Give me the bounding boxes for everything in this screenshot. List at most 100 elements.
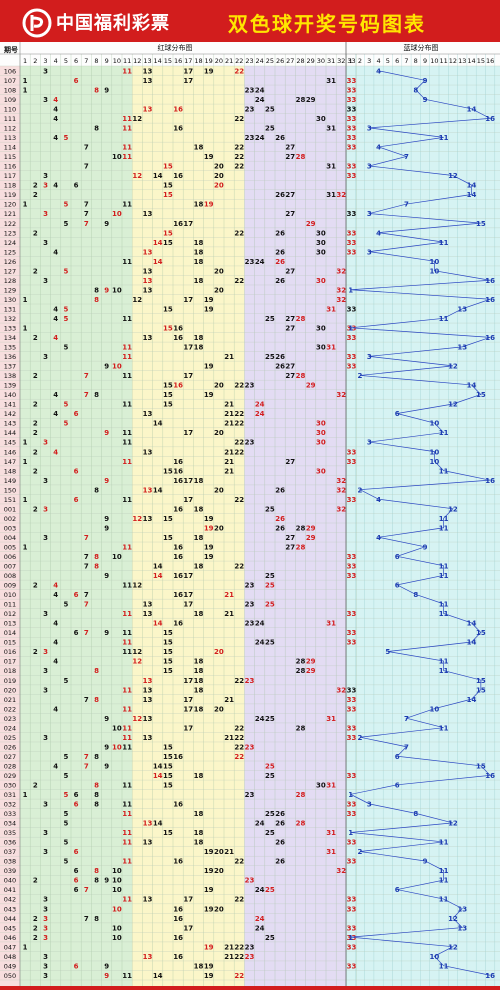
blue-ball-number: 9 — [423, 96, 428, 104]
blue-ball-number: 14 — [467, 639, 477, 647]
red-ball-number: 11 — [122, 724, 132, 732]
red-ball-number: 18 — [194, 677, 204, 685]
blue-ball-number: 3 — [367, 248, 372, 256]
red-ball-number: 1 — [23, 439, 28, 447]
red-ball-number: 11 — [122, 648, 132, 656]
red-ball-number: 6 — [74, 591, 79, 599]
red-ball-number: 17 — [183, 496, 193, 504]
blue-ball-number: 11 — [439, 467, 449, 475]
red-ball-number: 24 — [255, 715, 265, 723]
red-ball-number: 2 — [33, 229, 38, 237]
blue-ball-number: 15 — [476, 629, 486, 637]
red-ball-number: 17 — [183, 67, 193, 75]
blue-column-header: 7 — [404, 57, 408, 65]
red-ball-number: 4 — [53, 315, 58, 323]
red-ball-number: 11 — [122, 686, 132, 694]
period-label: 002 — [4, 515, 16, 523]
red-ball-number: 15 — [163, 305, 173, 313]
red-ball-number: 16 — [173, 125, 183, 133]
red-ball-number: 2 — [33, 191, 38, 199]
red-ball-number: 21 — [224, 696, 234, 704]
red-ball-number: 30 — [316, 324, 326, 332]
period-label: 034 — [4, 820, 16, 828]
period-label: 006 — [4, 553, 16, 561]
red-ball-number: 15 — [163, 382, 173, 390]
period-label: 007 — [4, 563, 16, 571]
red-ball-number: 32 — [336, 486, 346, 494]
blue-ball-number: 6 — [395, 410, 400, 418]
red-ball-number: 4 — [53, 582, 58, 590]
red-ball-number: 18 — [194, 477, 204, 485]
red-ball-number: 21 — [224, 401, 234, 409]
period-label: 135 — [4, 344, 16, 352]
red-ball-number: 30 — [316, 439, 326, 447]
period-label: 112 — [4, 125, 16, 133]
period-label: 137 — [4, 363, 16, 371]
red-ball-number: 4 — [53, 410, 58, 418]
red-ball-number: 11 — [122, 810, 132, 818]
period-label: 047 — [4, 943, 16, 951]
red-ball-number: 19 — [204, 67, 214, 75]
period-label: 139 — [4, 382, 16, 390]
red-column-header: 17 — [184, 57, 192, 65]
red-ball-number: 19 — [204, 867, 214, 875]
red-ball-number: 20 — [214, 382, 224, 390]
red-ball-number: 9 — [104, 429, 109, 437]
red-ball-number: 18 — [194, 772, 204, 780]
page-title: 双色球开奖号码图表 — [228, 12, 426, 36]
red-ball-number: 16 — [173, 801, 183, 809]
blue-ball-number: 4 — [376, 144, 381, 152]
period-label: 151 — [4, 496, 16, 504]
red-ball-number: 7 — [84, 372, 89, 380]
red-ball-number: 29 — [306, 220, 316, 228]
period-label: 126 — [4, 258, 16, 266]
red-ball-number: 16 — [173, 334, 183, 342]
red-ball-number: 3 — [43, 962, 48, 970]
red-ball-number: 11 — [122, 496, 132, 504]
red-ball-number: 13 — [143, 715, 153, 723]
red-ball-number: 19 — [204, 962, 214, 970]
red-ball-number: 33 — [347, 934, 357, 942]
red-ball-number: 14 — [153, 563, 163, 571]
red-ball-number: 24 — [255, 401, 265, 409]
red-ball-number: 33 — [347, 896, 357, 904]
red-ball-number: 11 — [122, 372, 132, 380]
red-ball-number: 3 — [43, 934, 48, 942]
red-ball-number: 6 — [74, 877, 79, 885]
red-ball-number: 27 — [285, 534, 295, 542]
red-ball-number: 10 — [112, 886, 122, 894]
red-ball-number: 30 — [316, 248, 326, 256]
period-label: 118 — [4, 182, 16, 190]
red-ball-number: 27 — [285, 543, 295, 551]
period-label: 017 — [4, 658, 16, 666]
red-ball-number: 11 — [122, 543, 132, 551]
red-ball-number: 14 — [153, 486, 163, 494]
red-column-header: 18 — [194, 57, 202, 65]
red-ball-number: 28 — [296, 667, 306, 675]
red-ball-number: 3 — [43, 277, 48, 285]
blue-ball-number: 10 — [429, 458, 439, 466]
red-ball-number: 5 — [63, 753, 68, 761]
period-label: 117 — [4, 172, 16, 180]
blue-ball-number: 11 — [439, 601, 449, 609]
red-ball-number: 8 — [94, 86, 99, 94]
red-ball-number: 24 — [255, 86, 265, 94]
red-ball-number: 16 — [173, 905, 183, 913]
red-ball-number: 31 — [326, 344, 336, 352]
period-label: 125 — [4, 248, 16, 256]
red-ball-number: 18 — [194, 201, 204, 209]
red-ball-number: 3 — [43, 505, 48, 513]
period-label: 023 — [4, 715, 16, 723]
red-ball-number: 15 — [163, 515, 173, 523]
red-ball-number: 3 — [43, 439, 48, 447]
red-ball-number: 30 — [316, 781, 326, 789]
red-ball-number: 18 — [194, 610, 204, 618]
red-ball-number: 14 — [153, 762, 163, 770]
red-ball-number: 10 — [112, 210, 122, 218]
red-ball-number: 10 — [112, 877, 122, 885]
grid-lines — [0, 42, 500, 986]
red-ball-number: 6 — [74, 801, 79, 809]
red-ball-number: 8 — [94, 125, 99, 133]
red-ball-number: 2 — [33, 372, 38, 380]
period-label: 122 — [4, 220, 16, 228]
